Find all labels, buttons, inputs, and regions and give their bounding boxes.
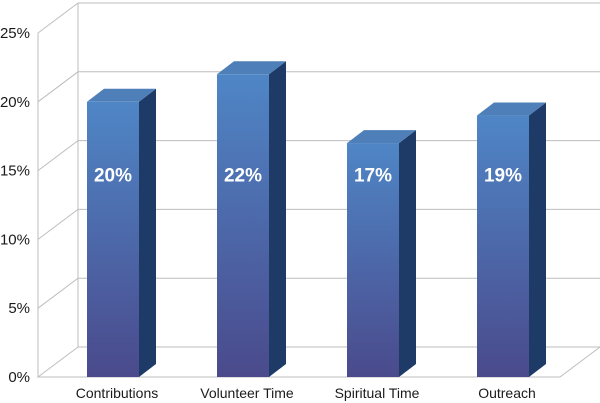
x-category-label: Contributions	[76, 385, 159, 401]
bar: 19%	[477, 102, 546, 377]
y-tick-label: 15%	[0, 163, 30, 180]
bar-value-label: 22%	[224, 166, 262, 187]
bar-top	[477, 102, 546, 116]
bar-side	[399, 130, 416, 377]
gridline	[37, 71, 600, 103]
y-tick-label: 25%	[0, 25, 30, 42]
bar-top	[217, 61, 286, 75]
bar: 17%	[347, 130, 416, 377]
x-axis: Contributions Volunteer Time Spiritual Tim…	[76, 385, 536, 401]
gridline	[37, 277, 600, 309]
y-axis: 0% 5% 10% 15% 20% 25%	[0, 25, 39, 386]
y-tick-label: 10%	[0, 231, 30, 248]
bar-side	[269, 61, 286, 377]
bar-front	[87, 101, 139, 378]
bar-front	[477, 115, 529, 377]
bar-series: 20% 22% 17% 19%	[87, 61, 546, 378]
gridline	[37, 140, 600, 172]
bar-front	[347, 143, 399, 377]
bar-front	[217, 74, 269, 377]
bar-value-label: 17%	[354, 166, 392, 187]
y-tick-label: 0%	[8, 369, 30, 386]
x-category-label: Volunteer Time	[200, 385, 294, 401]
x-category-label: Spiritual Time	[335, 385, 420, 401]
bar-value-label: 20%	[94, 166, 132, 187]
bar-value-label: 19%	[484, 166, 522, 187]
bar-top	[347, 130, 416, 144]
bar-side	[139, 88, 156, 378]
y-tick-label: 5%	[8, 300, 30, 317]
y-tick-label: 20%	[0, 94, 30, 111]
x-category-label: Outreach	[478, 385, 536, 401]
bar-top	[87, 88, 156, 102]
bar: 22%	[217, 61, 286, 377]
gridline	[37, 2, 600, 34]
bar: 20%	[87, 88, 156, 378]
gridline	[37, 208, 600, 240]
bar-side	[529, 102, 546, 377]
